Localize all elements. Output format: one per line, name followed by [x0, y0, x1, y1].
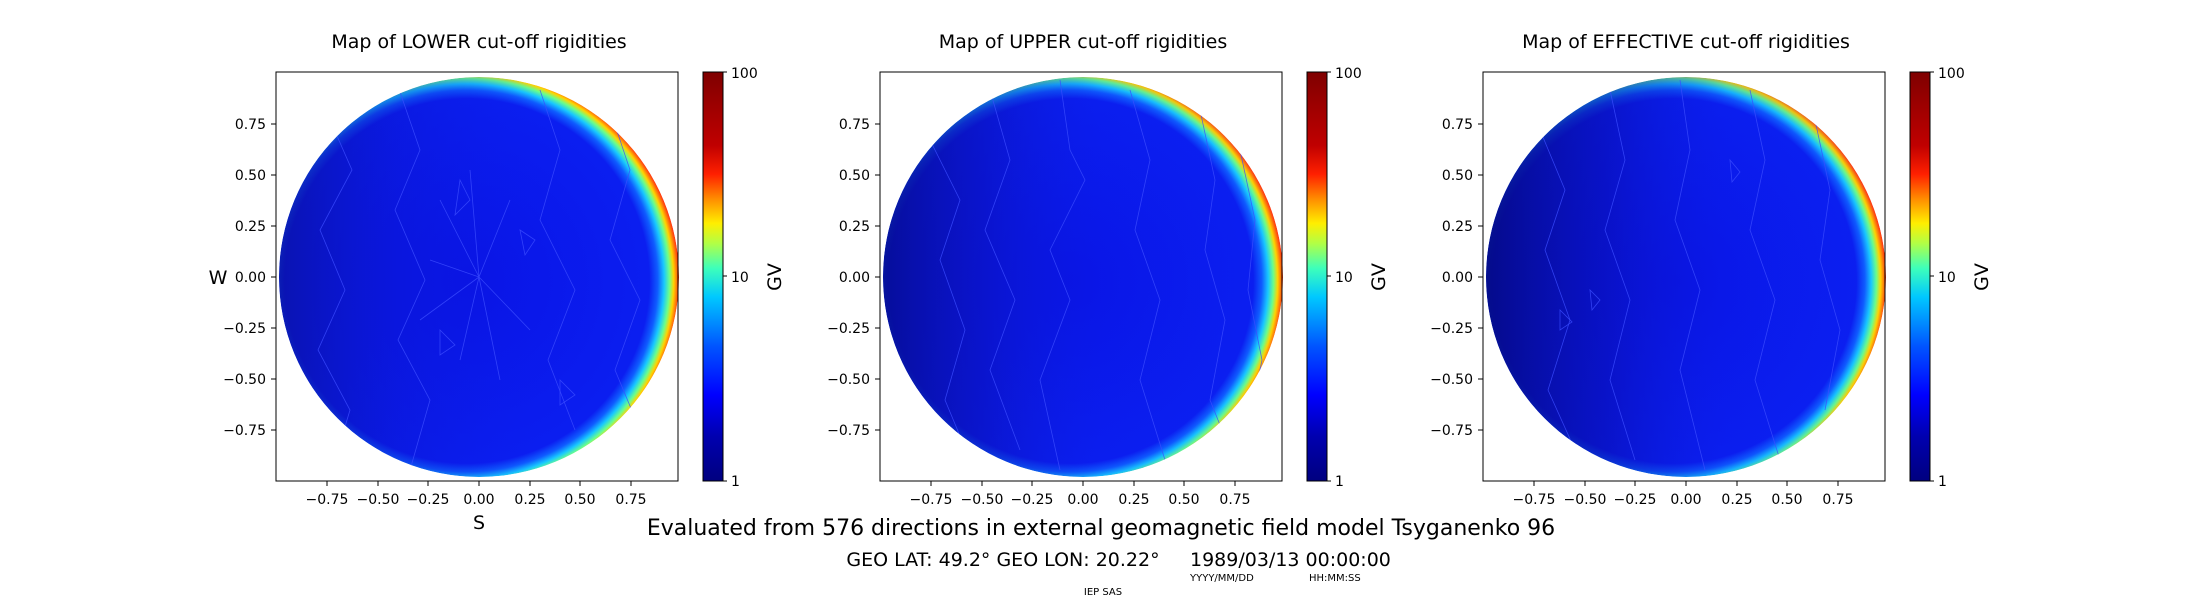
y-tick-label: 0.75	[839, 117, 870, 133]
y-tick-label: 0.75	[1442, 117, 1473, 133]
colorbar-scale	[1909, 71, 1931, 482]
y-tick-label: 0.00	[1442, 270, 1473, 286]
x-tick-label: 0.75	[1219, 492, 1250, 508]
x-tick-label: 0.25	[514, 492, 545, 508]
footer-datetime: 1989/03/13 00:00:00	[1190, 549, 1391, 571]
x-tick-label: 0.75	[615, 492, 646, 508]
y-tick-label: −0.50	[1430, 372, 1473, 388]
y-tick-label: −0.25	[223, 321, 266, 337]
panel-lower: Map of LOWER cut-off rigidities −	[209, 31, 786, 534]
colorbar-label: GV	[1971, 263, 1993, 291]
y-axis: 0.75 0.50 0.25 0.00 −0.25 −0.50 −0.75	[1430, 117, 1483, 439]
footer: Evaluated from 576 directions in externa…	[647, 516, 1555, 598]
rigidity-map-upper	[883, 77, 1283, 477]
y-tick-label: 0.00	[839, 270, 870, 286]
colorbar-tick-label: 100	[731, 66, 758, 82]
x-tick-label: 0.25	[1721, 492, 1752, 508]
x-tick-label: −0.75	[910, 492, 953, 508]
x-tick-label: 0.50	[1168, 492, 1199, 508]
x-tick-label: 0.50	[1771, 492, 1802, 508]
x-tick-label: −0.25	[1011, 492, 1054, 508]
y-tick-label: 0.00	[235, 270, 266, 286]
x-tick-label: 0.00	[1670, 492, 1701, 508]
y-axis: 0.75 0.50 0.25 0.00 −0.25 −0.50 −0.75	[827, 117, 880, 439]
chart-title: Map of UPPER cut-off rigidities	[939, 31, 1228, 53]
y-tick-label: 0.50	[235, 168, 266, 184]
panel-upper: Map of UPPER cut-off rigidities −0.75	[827, 31, 1390, 508]
x-tick-label: −0.50	[1564, 492, 1607, 508]
x-axis: −0.75 −0.50 −0.25 0.00 0.25 0.50 0.75	[910, 481, 1251, 508]
y-tick-label: −0.25	[1430, 321, 1473, 337]
x-axis: −0.75 −0.50 −0.25 0.00 0.25 0.50 0.75 S	[306, 481, 647, 534]
colorbar-label: GV	[1368, 263, 1390, 291]
colorbar-tick-label: 10	[1335, 270, 1353, 286]
x-axis-label: S	[473, 512, 485, 534]
footer-institution: IEP SAS	[1084, 587, 1122, 598]
x-tick-label: 0.00	[1067, 492, 1098, 508]
colorbar-scale	[702, 71, 724, 482]
y-tick-label: 0.50	[1442, 168, 1473, 184]
y-tick-label: 0.50	[839, 168, 870, 184]
colorbar: 100 10 1 GV	[1909, 66, 1993, 490]
colorbar-tick-label: 1	[731, 474, 740, 490]
colorbar-scale	[1306, 71, 1328, 482]
x-tick-label: 0.50	[564, 492, 595, 508]
colorbar: 100 10 1 GV	[702, 66, 786, 490]
x-axis: −0.75 −0.50 −0.25 0.00 0.25 0.50 0.75	[1513, 481, 1854, 508]
y-tick-label: 0.75	[235, 117, 266, 133]
colorbar-tick-label: 10	[1938, 270, 1956, 286]
y-tick-label: −0.75	[1430, 423, 1473, 439]
y-tick-label: −0.25	[827, 321, 870, 337]
colorbar-tick-label: 1	[1938, 474, 1947, 490]
footer-time-format: HH:MM:SS	[1309, 573, 1361, 584]
chart-title: Map of LOWER cut-off rigidities	[331, 31, 626, 53]
x-tick-label: −0.25	[1614, 492, 1657, 508]
x-tick-label: −0.75	[306, 492, 349, 508]
x-tick-label: −0.75	[1513, 492, 1556, 508]
rigidity-map-effective	[1486, 77, 1886, 477]
x-tick-label: −0.50	[961, 492, 1004, 508]
y-tick-label: −0.75	[827, 423, 870, 439]
panel-effective: Map of EFFECTIVE cut-off rigidities −0.7	[1430, 31, 1993, 508]
colorbar: 100 10 1 GV	[1306, 66, 1390, 490]
colorbar-tick-label: 100	[1938, 66, 1965, 82]
chart-title: Map of EFFECTIVE cut-off rigidities	[1522, 31, 1850, 53]
rigidity-map-lower	[279, 77, 679, 477]
x-tick-label: −0.50	[357, 492, 400, 508]
x-tick-label: 0.25	[1118, 492, 1149, 508]
y-axis-label: W	[209, 267, 228, 289]
colorbar-tick-label: 10	[731, 270, 749, 286]
x-tick-label: −0.25	[407, 492, 450, 508]
footer-date-format: YYYY/MM/DD	[1189, 573, 1254, 584]
x-tick-label: 0.00	[463, 492, 494, 508]
y-tick-label: 0.25	[839, 219, 870, 235]
footer-main: Evaluated from 576 directions in externa…	[647, 516, 1555, 541]
x-tick-label: 0.75	[1822, 492, 1853, 508]
colorbar-tick-label: 1	[1335, 474, 1344, 490]
y-tick-label: −0.75	[223, 423, 266, 439]
footer-geo: GEO LAT: 49.2° GEO LON: 20.22°	[846, 549, 1159, 571]
y-axis: 0.75 0.50 0.25 0.00 −0.25 −0.50 −0.75 W	[209, 117, 276, 439]
colorbar-tick-label: 100	[1335, 66, 1362, 82]
y-tick-label: −0.50	[223, 372, 266, 388]
y-tick-label: 0.25	[235, 219, 266, 235]
y-tick-label: −0.50	[827, 372, 870, 388]
y-tick-label: 0.25	[1442, 219, 1473, 235]
colorbar-label: GV	[764, 263, 786, 291]
